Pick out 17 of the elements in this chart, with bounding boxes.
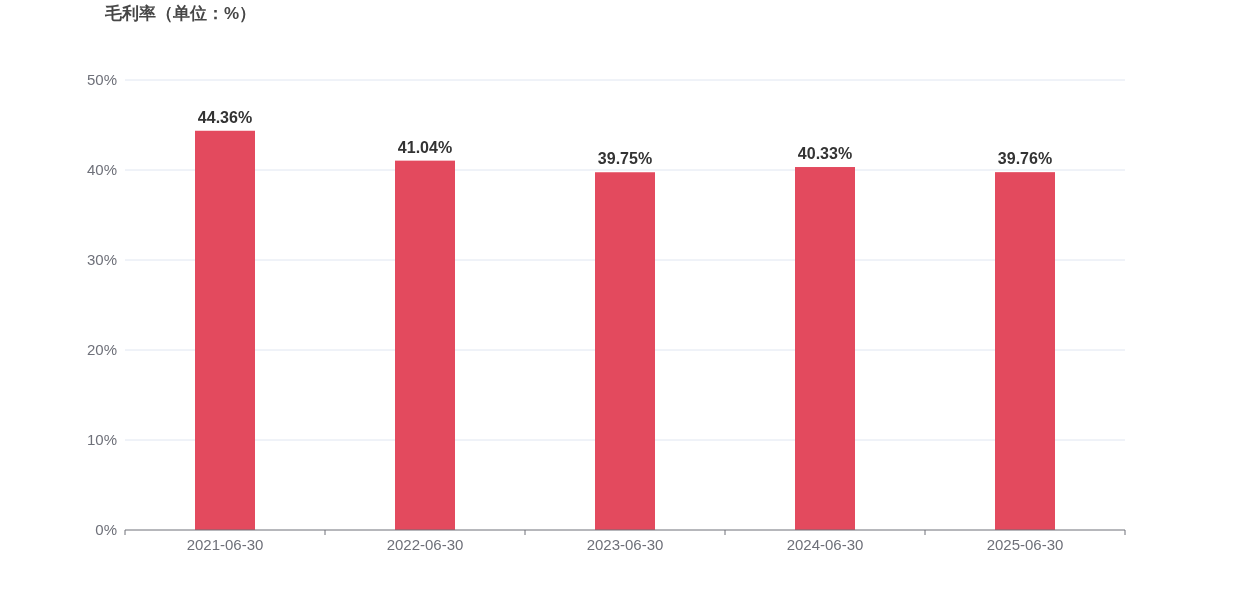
data-label: 41.04% (397, 138, 453, 156)
x-tick-label: 2023-06-30 (586, 536, 664, 553)
data-label: 40.33% (797, 145, 853, 163)
data-label: 44.36% (197, 108, 253, 126)
y-tick-label: 0% (95, 521, 117, 538)
y-tick-label: 50% (86, 71, 117, 88)
y-tick-label: 30% (86, 251, 117, 268)
x-tick-label: 2022-06-30 (386, 536, 464, 553)
y-tick-label: 10% (86, 431, 117, 448)
chart-title: 毛利率（单位：%） (104, 4, 257, 23)
data-label: 39.76% (997, 150, 1053, 168)
y-tick-label: 40% (86, 161, 117, 178)
y-tick-label: 20% (86, 341, 117, 358)
x-tick-label: 2024-06-30 (786, 536, 864, 553)
x-tick-label: 2025-06-30 (986, 536, 1064, 553)
x-tick-label: 2021-06-30 (186, 536, 264, 553)
data-label: 39.75% (597, 150, 653, 168)
